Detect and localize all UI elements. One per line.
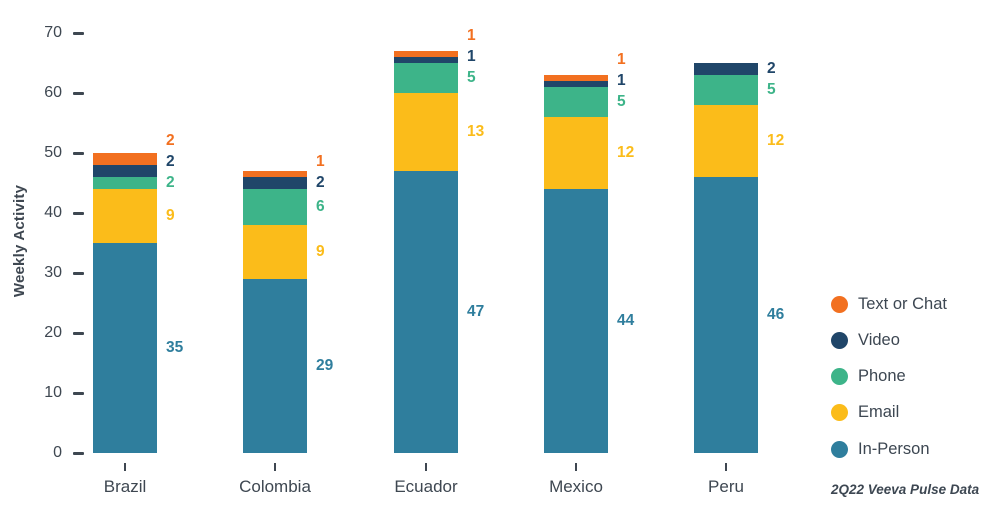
bar-segment-mexico-video [544,81,608,87]
y-tick-mark [73,331,84,335]
legend-label: Email [858,403,900,422]
x-tick-mark [425,463,427,471]
bar-segment-mexico-phone [544,87,608,117]
legend-swatch-in-person [831,440,848,458]
y-tick-label: 70 [44,24,62,41]
bar-segment-brazil-video [93,165,157,177]
y-tick-label: 40 [44,204,62,221]
bar-segment-brazil-email [93,189,157,243]
data-label-ecuador-phone: 5 [467,69,476,86]
legend-item-video: Video [831,328,900,352]
bar-segment-peru-email [694,105,758,177]
data-label-peru-phone: 5 [767,81,776,98]
data-label-brazil-video: 2 [166,153,175,170]
bar-segment-colombia-phone [243,189,307,225]
legend-item-email: Email [831,401,899,425]
bar-segment-ecuador-in-person [394,171,458,453]
data-label-colombia-in-person: 29 [316,357,334,374]
y-tick-mark [73,211,84,215]
data-label-mexico-text-or-chat: 1 [617,51,626,68]
x-tick-mark [124,463,126,471]
x-axis-label-mexico: Mexico [549,477,603,496]
bar-segment-colombia-video [243,177,307,189]
y-tick-mark [73,451,84,455]
data-label-colombia-email: 9 [316,243,325,260]
data-label-mexico-phone: 5 [617,93,626,110]
data-label-peru-video: 2 [767,60,776,77]
data-label-ecuador-video: 1 [467,48,476,65]
y-tick-label: 30 [44,264,62,281]
data-label-colombia-video: 2 [316,174,325,191]
y-tick-mark [73,151,84,155]
bar-segment-ecuador-video [394,57,458,63]
data-label-mexico-video: 1 [617,72,626,89]
data-label-peru-email: 12 [767,132,785,149]
data-label-brazil-text-or-chat: 2 [166,132,175,149]
y-tick-mark [73,91,84,95]
bar-segment-colombia-text-or-chat [243,171,307,177]
bar-segment-brazil-text-or-chat [93,153,157,165]
bar-segment-brazil-in-person [93,243,157,453]
bar-segment-ecuador-text-or-chat [394,51,458,57]
y-tick-label: 10 [44,384,62,401]
bar-segment-ecuador-email [394,93,458,171]
y-tick-label: 50 [44,144,62,161]
x-axis-label-colombia: Colombia [239,477,311,496]
data-label-brazil-email: 9 [166,207,175,224]
bar-segment-ecuador-phone [394,63,458,93]
legend-swatch-phone [831,368,848,385]
legend-swatch-text-or-chat [831,295,848,313]
x-axis-label-peru: Peru [708,477,744,496]
data-label-brazil-in-person: 35 [166,339,184,356]
data-label-colombia-phone: 6 [316,198,325,215]
legend-label: Phone [858,367,906,385]
legend-swatch-email [831,404,848,422]
y-tick-mark [73,31,84,35]
x-tick-mark [575,463,577,471]
legend-item-text-or-chat: Text or Chat [831,292,947,316]
legend-label: Video [858,330,900,349]
data-label-ecuador-text-or-chat: 1 [467,27,476,44]
data-label-brazil-phone: 2 [166,174,175,191]
y-tick-label: 20 [44,324,62,341]
legend-label: In-Person [858,439,930,458]
data-label-mexico-email: 12 [617,144,635,161]
data-label-peru-in-person: 46 [767,306,785,323]
y-tick-mark [73,271,84,275]
x-axis-label-ecuador: Ecuador [394,477,458,496]
x-tick-mark [725,463,727,471]
y-tick-label: 60 [44,84,62,101]
x-axis-label-brazil: Brazil [103,477,147,496]
legend-label: Text or Chat [858,294,947,313]
y-tick-mark [73,391,84,395]
data-label-ecuador-in-person: 47 [467,303,485,320]
y-axis-title: Weekly Activity [11,184,28,298]
bar-segment-peru-phone [694,75,758,105]
data-label-mexico-in-person: 44 [617,312,635,329]
data-label-colombia-text-or-chat: 1 [316,153,325,170]
bar-segment-mexico-in-person [544,189,608,453]
legend-item-phone: Phone [831,365,906,389]
bar-segment-peru-video [694,63,758,75]
source-note: 2Q22 Veeva Pulse Data [831,482,980,497]
data-label-ecuador-email: 13 [467,123,485,140]
bar-segment-mexico-text-or-chat [544,75,608,81]
x-tick-mark [274,463,276,471]
legend-swatch-video [831,331,848,349]
y-tick-label: 0 [53,444,62,461]
bar-segment-colombia-in-person [243,279,307,453]
legend-item-in-person: In-Person [831,437,930,461]
bar-segment-brazil-phone [93,177,157,189]
bar-segment-peru-in-person [694,177,758,453]
bar-segment-colombia-email [243,225,307,279]
bar-segment-mexico-email [544,117,608,189]
